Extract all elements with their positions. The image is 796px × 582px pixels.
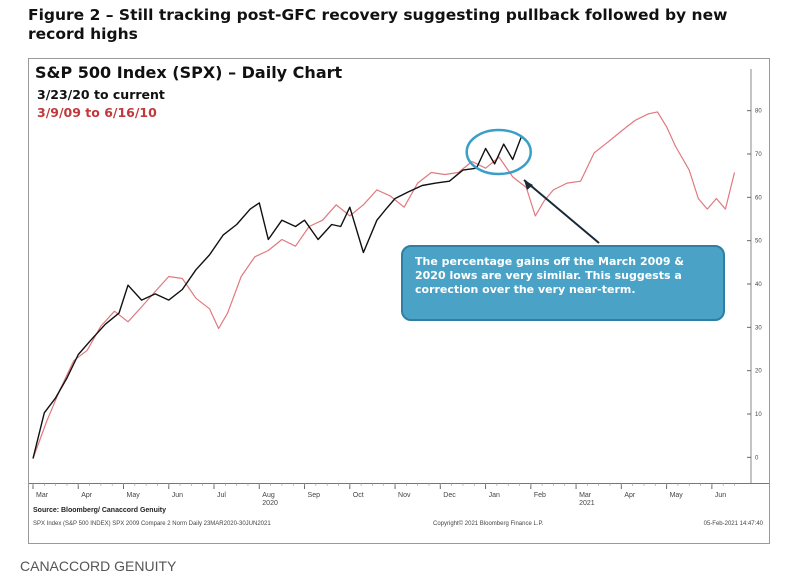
x-axis: Mar Apr May Jun Jul Aug Sep Oct Nov Dec Jan Feb Mar A… [32, 483, 735, 507]
source-note: Source: Bloomberg/ Canaccord Genuity [33, 507, 167, 514]
x-year-label: 2021 [579, 500, 595, 507]
x-tick-label: Sep [308, 492, 321, 499]
brand-name: CANACCORD GENUITY [20, 558, 177, 574]
x-tick-label: Feb [534, 492, 546, 499]
annotation-arrow-head [524, 180, 534, 190]
y-tick-label: 60 [755, 195, 762, 201]
y-tick-label: 0 [755, 455, 759, 461]
legend-black-series: 3/23/20 to current [37, 87, 165, 102]
series-line-2009 [32, 111, 736, 459]
x-tick-label: Jun [172, 492, 183, 499]
y-tick-label: 70 [755, 152, 762, 158]
x-tick-label: May [127, 492, 141, 499]
plot-area [29, 59, 769, 484]
x-tick-label: May [670, 492, 684, 499]
highlight-circle [465, 128, 532, 176]
x-tick-label: Nov [398, 492, 411, 499]
footer-left: SPX Index (S&P 500 INDEX) SPX 2009 Compa… [33, 521, 271, 527]
figure-title: Figure 2 – Still tracking post-GFC recov… [28, 6, 728, 43]
chart-title: S&P 500 Index (SPX) – Daily Chart [35, 63, 343, 82]
x-tick-label: Dec [443, 492, 456, 499]
annotation-marks [465, 128, 600, 244]
y-axis: 0 10 20 30 40 50 60 70 80 [747, 69, 762, 483]
legend-red-series: 3/9/09 to 6/16/10 [37, 105, 157, 120]
footer-copyright: Copyright© 2021 Bloomberg Finance L.P. [433, 521, 544, 527]
x-tick-label: Oct [353, 492, 364, 499]
x-year-label: 2020 [262, 500, 278, 507]
x-tick-label: Mar [579, 492, 592, 499]
annotation-callout: The percentage gains off the March 2009 … [401, 245, 725, 321]
y-tick-label: 20 [755, 369, 762, 375]
x-tick-label: Jun [715, 492, 726, 499]
x-tick-label: Apr [624, 492, 636, 499]
y-tick-label: 50 [755, 239, 762, 245]
series-lines [32, 111, 736, 459]
y-tick-label: 30 [755, 325, 762, 331]
x-tick-label: Jul [217, 492, 226, 499]
x-tick-label: Apr [81, 492, 93, 499]
x-tick-label: Jan [489, 492, 500, 499]
y-tick-label: 80 [755, 109, 762, 115]
x-tick-label: Mar [36, 492, 49, 499]
y-tick-label: 10 [755, 412, 762, 418]
annotation-arrow-line [523, 179, 600, 244]
x-tick-label: Aug [262, 492, 275, 499]
y-tick-label: 40 [755, 282, 762, 288]
series-line-2020 [32, 135, 523, 459]
spx-line-chart: 0 10 20 30 40 50 60 70 80 Mar Apr May Jun Jul Aug Sep O… [32, 69, 762, 507]
chart-panel: 0 10 20 30 40 50 60 70 80 Mar Apr May Jun Jul Aug Sep O… [28, 58, 770, 544]
footer-date: 05-Feb-2021 14:47:40 [703, 521, 763, 527]
